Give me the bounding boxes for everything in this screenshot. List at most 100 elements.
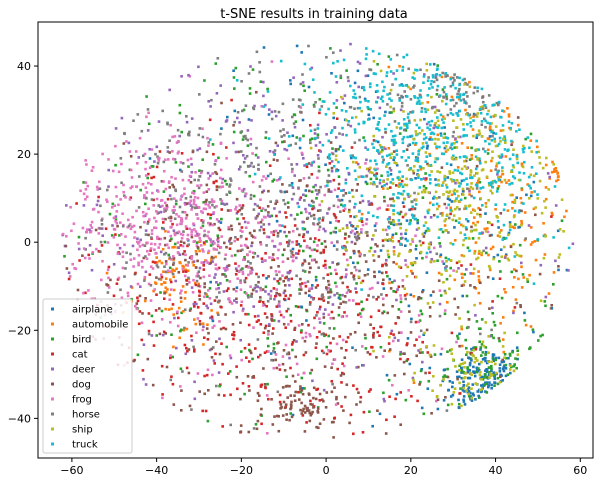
- scatter-point-frog: [190, 255, 194, 258]
- scatter-point-bird: [312, 185, 315, 189]
- scatter-point-truck: [379, 97, 383, 101]
- scatter-point-frog: [119, 198, 122, 201]
- scatter-point-deer: [364, 146, 367, 149]
- scatter-point-automobile: [172, 345, 175, 349]
- scatter-point-cat: [379, 325, 383, 329]
- scatter-point-ship: [469, 211, 473, 214]
- scatter-point-deer: [273, 207, 276, 210]
- scatter-point-dog: [235, 269, 239, 273]
- scatter-point-frog: [208, 206, 211, 209]
- scatter-point-cat: [268, 164, 272, 167]
- scatter-point-frog: [146, 249, 149, 253]
- scatter-point-dog: [195, 252, 198, 256]
- scatter-point-deer: [393, 279, 396, 283]
- scatter-point-bird: [248, 92, 252, 95]
- scatter-point-cat: [316, 311, 319, 314]
- scatter-point-ship: [372, 349, 375, 353]
- scatter-point-bird: [248, 87, 252, 90]
- scatter-point-truck: [381, 80, 384, 84]
- scatter-point-ship: [434, 157, 438, 160]
- scatter-point-ship: [395, 126, 399, 129]
- x-tick-label: 0: [323, 464, 330, 477]
- scatter-point-frog: [214, 267, 218, 270]
- scatter-point-truck: [425, 141, 428, 145]
- scatter-point-frog: [165, 262, 168, 266]
- scatter-point-ship: [448, 172, 452, 175]
- scatter-point-automobile: [419, 168, 423, 171]
- scatter-point-airplane: [179, 168, 182, 172]
- scatter-point-dog: [283, 369, 287, 372]
- scatter-point-airplane: [468, 363, 472, 367]
- scatter-point-frog: [278, 310, 282, 313]
- scatter-point-cat: [460, 264, 463, 267]
- scatter-point-automobile: [555, 169, 558, 173]
- scatter-point-truck: [430, 80, 433, 83]
- scatter-point-horse: [338, 132, 341, 135]
- scatter-point-frog: [142, 196, 146, 199]
- scatter-point-dog: [281, 386, 285, 389]
- scatter-point-frog: [141, 265, 144, 269]
- scatter-point-horse: [524, 237, 527, 240]
- scatter-point-cat: [261, 300, 265, 304]
- scatter-point-frog: [113, 204, 117, 207]
- scatter-point-horse: [155, 264, 159, 267]
- scatter-point-airplane: [305, 319, 308, 322]
- scatter-point-truck: [567, 246, 571, 250]
- scatter-point-bird: [233, 253, 237, 257]
- scatter-point-deer: [215, 281, 218, 284]
- scatter-point-frog: [89, 223, 92, 227]
- scatter-point-deer: [235, 301, 238, 304]
- scatter-point-airplane: [389, 173, 393, 176]
- scatter-point-ship: [459, 231, 462, 235]
- scatter-point-automobile: [193, 281, 197, 285]
- scatter-point-ship: [498, 235, 502, 238]
- scatter-point-cat: [240, 226, 244, 229]
- scatter-point-frog: [149, 247, 153, 250]
- scatter-point-frog: [227, 297, 231, 300]
- scatter-point-deer: [202, 261, 206, 264]
- scatter-point-ship: [443, 219, 446, 223]
- scatter-point-deer: [178, 134, 181, 138]
- scatter-point-frog: [228, 280, 232, 283]
- scatter-point-truck: [406, 135, 409, 139]
- scatter-point-horse: [252, 208, 256, 211]
- scatter-point-truck: [535, 172, 538, 175]
- scatter-point-dog: [349, 332, 352, 336]
- scatter-point-ship: [457, 135, 460, 139]
- scatter-point-truck: [392, 142, 396, 146]
- scatter-point-deer: [236, 116, 239, 120]
- scatter-point-bird: [485, 391, 489, 394]
- scatter-point-frog: [114, 144, 117, 148]
- scatter-point-ship: [465, 167, 469, 170]
- scatter-point-deer: [444, 266, 447, 270]
- scatter-point-truck: [235, 79, 239, 82]
- scatter-point-airplane: [474, 398, 477, 401]
- scatter-point-cat: [361, 431, 365, 434]
- scatter-point-airplane: [416, 221, 419, 225]
- scatter-point-deer: [415, 228, 419, 231]
- scatter-point-horse: [266, 299, 270, 303]
- scatter-point-deer: [209, 174, 212, 178]
- scatter-point-horse: [143, 279, 146, 282]
- scatter-point-ship: [414, 130, 418, 133]
- scatter-point-horse: [331, 152, 335, 156]
- scatter-point-frog: [219, 141, 223, 145]
- scatter-point-automobile: [388, 281, 391, 285]
- scatter-point-truck: [392, 193, 395, 196]
- scatter-point-horse: [241, 109, 244, 113]
- scatter-point-dog: [187, 348, 191, 351]
- scatter-point-deer: [161, 333, 165, 337]
- scatter-point-bird: [399, 222, 403, 226]
- scatter-point-cat: [232, 337, 235, 341]
- scatter-point-cat: [332, 178, 336, 182]
- scatter-point-horse: [320, 105, 324, 108]
- scatter-point-truck: [451, 243, 455, 246]
- scatter-point-cat: [309, 301, 312, 304]
- scatter-point-automobile: [184, 263, 188, 267]
- scatter-point-bird: [478, 340, 481, 343]
- scatter-point-truck: [436, 126, 440, 130]
- scatter-point-ship: [467, 392, 470, 396]
- scatter-point-dog: [214, 171, 217, 174]
- scatter-point-deer: [295, 340, 298, 343]
- scatter-point-frog: [277, 302, 281, 306]
